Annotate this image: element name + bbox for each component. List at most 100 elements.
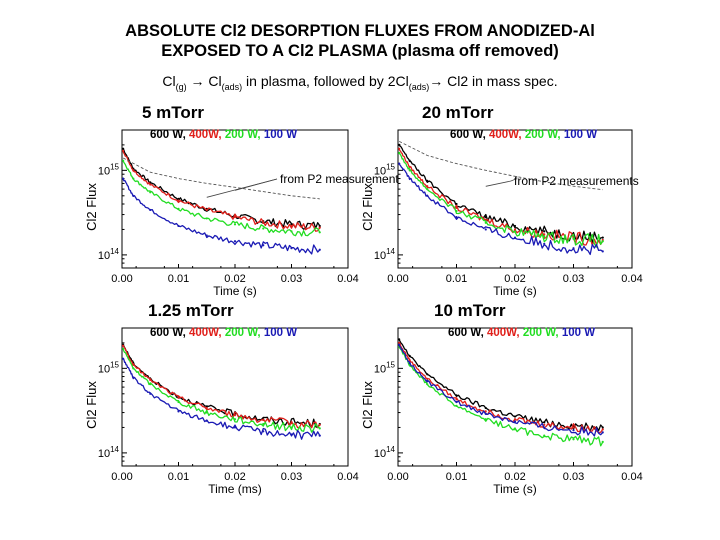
data-point-600-w: [601, 236, 604, 239]
data-point-200-w: [543, 235, 546, 238]
data-point-400w: [543, 423, 546, 426]
data-point-600-w: [543, 230, 546, 233]
data-point-600-w: [484, 215, 487, 219]
series-line-100-w: [398, 162, 604, 256]
data-point-100-w: [572, 247, 575, 250]
data-point-400w: [233, 215, 237, 219]
data-point-400w: [398, 147, 401, 150]
legend: 600 W, 400W, 200 W, 100 W: [448, 327, 595, 339]
data-point-400w: [398, 341, 401, 344]
legend-entry-100-w: 100 W: [564, 129, 597, 141]
data-point-200-w: [149, 383, 152, 386]
data-point-100-w: [233, 426, 237, 429]
data-point-200-w: [290, 426, 293, 429]
legend-entry-200-w: 200 W,: [525, 129, 564, 141]
y-tick-exponent: 14: [386, 247, 395, 256]
data-point-200-w: [408, 169, 411, 172]
data-point-100-w: [543, 426, 546, 429]
legend-entry-600-w: 600 W,: [448, 327, 487, 339]
panel-title: 1.25 mTorr: [148, 301, 234, 320]
slide-title-line2: EXPOSED TO A Cl2 PLASMA (plasma off remo…: [161, 42, 559, 60]
x-axis-label: Time (s): [213, 284, 257, 298]
data-point-200-w: [543, 434, 546, 437]
data-point-600-w: [484, 406, 487, 410]
y-tick-label: 1015: [98, 162, 120, 177]
data-point-400w: [149, 378, 152, 382]
y-axis-label: Cl2 Flux: [84, 381, 99, 429]
data-point-100-w: [601, 250, 604, 253]
y-tick-base: 10: [98, 250, 110, 262]
x-tick-label: 0.01: [446, 273, 467, 285]
legend-entry-400w: 400W,: [489, 129, 525, 141]
data-point-200-w: [177, 207, 180, 210]
x-tick-label: 0.00: [111, 471, 132, 483]
legend: 600 W, 400W, 200 W, 100 W: [450, 129, 597, 141]
data-point-600-w: [426, 179, 429, 183]
data-point-400w: [484, 410, 487, 413]
data-point-100-w: [398, 343, 401, 346]
data-point-600-w: [398, 143, 401, 146]
legend: 600 W, 400W, 200 W, 100 W: [150, 129, 297, 141]
y-tick-base: 10: [98, 363, 110, 375]
data-point-100-w: [408, 362, 411, 365]
series-line-400w: [122, 346, 321, 429]
data-point-200-w: [318, 427, 321, 430]
data-point-100-w: [290, 247, 293, 250]
data-point-600-w: [543, 421, 546, 424]
data-point-100-w: [455, 215, 458, 219]
data-point-400w: [426, 377, 429, 381]
data-point-400w: [543, 233, 546, 236]
data-point-400w: [262, 221, 265, 224]
data-point-400w: [132, 363, 135, 366]
data-point-400w: [408, 359, 411, 362]
data-point-100-w: [132, 194, 135, 197]
panel-title: 5 mTorr: [142, 103, 204, 122]
data-point-100-w: [122, 177, 125, 180]
data-point-100-w: [318, 248, 321, 251]
data-point-600-w: [318, 224, 321, 228]
data-point-200-w: [122, 347, 125, 350]
data-point-400w: [233, 413, 237, 417]
y-tick-label: 1014: [98, 445, 120, 460]
data-point-200-w: [177, 400, 180, 404]
legend: 600 W, 400W, 200 W, 100 W: [150, 327, 297, 339]
data-point-400w: [262, 418, 265, 422]
data-point-100-w: [262, 430, 265, 433]
data-point-400w: [177, 396, 180, 399]
y-tick-exponent: 14: [110, 247, 119, 256]
data-point-400w: [149, 183, 152, 186]
annotation-arrow: [206, 178, 278, 198]
data-point-100-w: [543, 242, 546, 245]
data-point-600-w: [290, 223, 293, 226]
data-point-100-w: [233, 240, 237, 243]
x-tick-label: 0.01: [446, 471, 467, 483]
data-point-600-w: [455, 202, 458, 206]
x-tick-label: 0.03: [281, 471, 302, 483]
y-tick-exponent: 15: [386, 360, 395, 369]
data-point-200-w: [426, 383, 429, 386]
data-point-100-w: [205, 419, 208, 422]
data-point-200-w: [572, 237, 575, 240]
data-point-200-w: [455, 404, 458, 407]
data-point-400w: [290, 422, 293, 425]
x-tick-label: 0.00: [387, 273, 408, 285]
data-point-400w: [290, 224, 293, 228]
data-point-400w: [601, 428, 604, 431]
x-tick-label: 0.02: [504, 273, 525, 285]
legend-entry-200-w: 200 W,: [523, 327, 562, 339]
subtitle-sub-a: (g): [175, 81, 187, 92]
data-point-600-w: [398, 338, 401, 341]
annotation-text: from P2 measurements: [514, 174, 639, 188]
y-tick-exponent: 14: [110, 445, 119, 454]
data-point-400w: [205, 406, 208, 410]
data-point-100-w: [398, 162, 401, 165]
data-point-600-w: [122, 147, 125, 150]
data-point-400w: [455, 398, 458, 401]
data-point-100-w: [290, 433, 293, 436]
data-point-400w: [177, 199, 180, 202]
subtitle-part-a: Cl: [162, 73, 176, 89]
subtitle-sub-c: (ads): [408, 81, 430, 92]
data-point-600-w: [177, 197, 180, 200]
